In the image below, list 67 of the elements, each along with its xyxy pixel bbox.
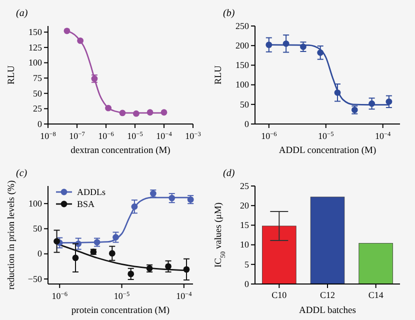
point xyxy=(266,42,272,48)
y-tick-label: 25 xyxy=(33,104,42,114)
chart-title: (c) xyxy=(16,168,28,179)
x-axis-title: ADDL concentration (M) xyxy=(278,146,376,156)
bar xyxy=(310,196,345,284)
y-tick-label: 0 xyxy=(38,248,42,259)
y-axis-title: RLU xyxy=(7,65,17,84)
point xyxy=(105,104,112,112)
x-tick-label: 10$^{−4}$ xyxy=(176,290,193,301)
x-tick-label: 10$^{−6}$ xyxy=(98,130,114,141)
x-tick-label: 10$^{−6}$ xyxy=(261,130,277,141)
x-tick-label: 10$^{−5}$ xyxy=(127,130,143,141)
point xyxy=(146,109,154,116)
y-tick-label: 150 xyxy=(28,27,42,38)
x-tick-label: 10$^{−4}$ xyxy=(375,130,392,141)
point xyxy=(317,49,324,56)
y-tick-label: 150 xyxy=(236,60,250,70)
x-axis-title: ADDL batches xyxy=(299,306,356,316)
x-tick-label: C10 xyxy=(272,290,288,300)
y-tick-label: 250 xyxy=(236,20,250,31)
y-tick-label: 50 xyxy=(240,99,250,110)
y-tick-label: 100 xyxy=(236,80,250,90)
y-tick-label: 10 xyxy=(240,240,250,250)
chart-title: (a) xyxy=(16,8,28,19)
y-tick-label: 75 xyxy=(33,72,42,83)
chart-title: (d) xyxy=(223,168,236,179)
x-tick-label: C14 xyxy=(368,290,384,300)
y-tick-label: 100 xyxy=(28,58,42,68)
y-axis-title: RLU xyxy=(214,65,224,84)
x-tick-label: 10$^{−7}$ xyxy=(69,130,85,141)
point xyxy=(160,109,168,116)
y-tick-label: 0 xyxy=(244,278,250,289)
point xyxy=(64,28,70,34)
x-tick-label: C12 xyxy=(320,290,336,300)
x-axis-title: protein concentration (M) xyxy=(71,306,170,316)
x-tick-label: 10$^{−3}$ xyxy=(185,130,201,141)
point xyxy=(300,44,306,50)
legend-label: ADDLs xyxy=(77,186,106,197)
x-tick-label: 10$^{−6}$ xyxy=(52,290,68,301)
y-tick-label: 125 xyxy=(28,42,42,52)
bar xyxy=(358,243,393,284)
x-tick-label: 10$^{−5}$ xyxy=(318,130,334,141)
y-tick-label: −50 xyxy=(28,274,42,284)
x-axis-title: dextran concentration (M) xyxy=(70,146,170,156)
point xyxy=(368,100,376,107)
y-tick-label: 0 xyxy=(38,118,42,129)
y-tick-label: 50 xyxy=(33,224,42,234)
point xyxy=(119,110,126,116)
point xyxy=(282,40,290,47)
y-tick-label: 5 xyxy=(244,259,250,270)
y-tick-label: 20 xyxy=(240,200,250,210)
point xyxy=(334,89,341,96)
point xyxy=(77,38,84,44)
point xyxy=(133,110,140,117)
y-tick-label: 100 xyxy=(28,198,42,208)
y-tick-label: 25 xyxy=(240,180,250,191)
y-tick-label: 15 xyxy=(240,220,250,230)
x-tick-label: 10$^{−5}$ xyxy=(114,290,130,301)
y-tick-label: 50 xyxy=(33,88,42,98)
y-axis-title: reduction in prion levels (%) xyxy=(7,180,17,290)
y-tick-label: 200 xyxy=(236,40,250,50)
x-tick-label: 10$^{−4}$ xyxy=(156,130,173,141)
y-tick-label: 0 xyxy=(244,118,250,129)
chart-title: (b) xyxy=(223,8,236,19)
x-tick-label: 10$^{−8}$ xyxy=(40,130,56,141)
point xyxy=(386,98,392,105)
legend-label: BSA xyxy=(77,198,96,209)
